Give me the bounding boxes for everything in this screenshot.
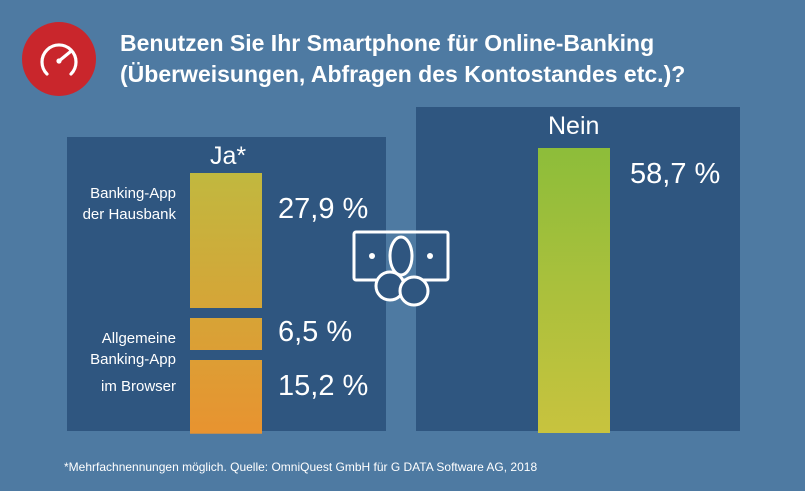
speedometer-icon bbox=[40, 43, 78, 76]
bar-ja-1 bbox=[190, 173, 262, 309]
bar-ja-2 bbox=[190, 318, 262, 350]
footnote: *Mehrfachnennungen möglich. Quelle: Omni… bbox=[64, 460, 538, 474]
row-label-line: Banking-App bbox=[90, 351, 176, 369]
banknote-coins-icon bbox=[352, 230, 450, 307]
column-label-nein: Nein bbox=[548, 112, 600, 140]
row-label-2: Allgemeine Banking-App bbox=[56, 328, 176, 370]
logo bbox=[22, 22, 96, 96]
column-label-ja: Ja* bbox=[210, 142, 247, 170]
value-label-ja-1: 27,9 % bbox=[278, 193, 369, 225]
row-label-3: im Browser bbox=[56, 376, 176, 397]
row-label-line: im Browser bbox=[100, 377, 176, 395]
value-label-nein: 58,7 % bbox=[630, 158, 721, 190]
page-title: Benutzen Sie Ihr Smartphone für Online-B… bbox=[120, 28, 780, 90]
bar-nein bbox=[538, 148, 610, 433]
bar-ja-3 bbox=[190, 359, 262, 434]
title-line-1: Benutzen Sie Ihr Smartphone für Online-B… bbox=[120, 30, 655, 56]
row-label-line: der Hausbank bbox=[82, 206, 176, 223]
row-label-1: Banking-App der Hausbank bbox=[56, 183, 176, 225]
value-label-ja-2: 6,5 % bbox=[278, 316, 353, 349]
row-label-line: Allgemeine bbox=[101, 330, 176, 348]
value-label-ja-3: 15,2 % bbox=[278, 369, 369, 402]
row-label-line: Banking-App bbox=[90, 185, 176, 202]
title-line-2: (Überweisungen, Abfragen des Kontostande… bbox=[120, 61, 686, 87]
